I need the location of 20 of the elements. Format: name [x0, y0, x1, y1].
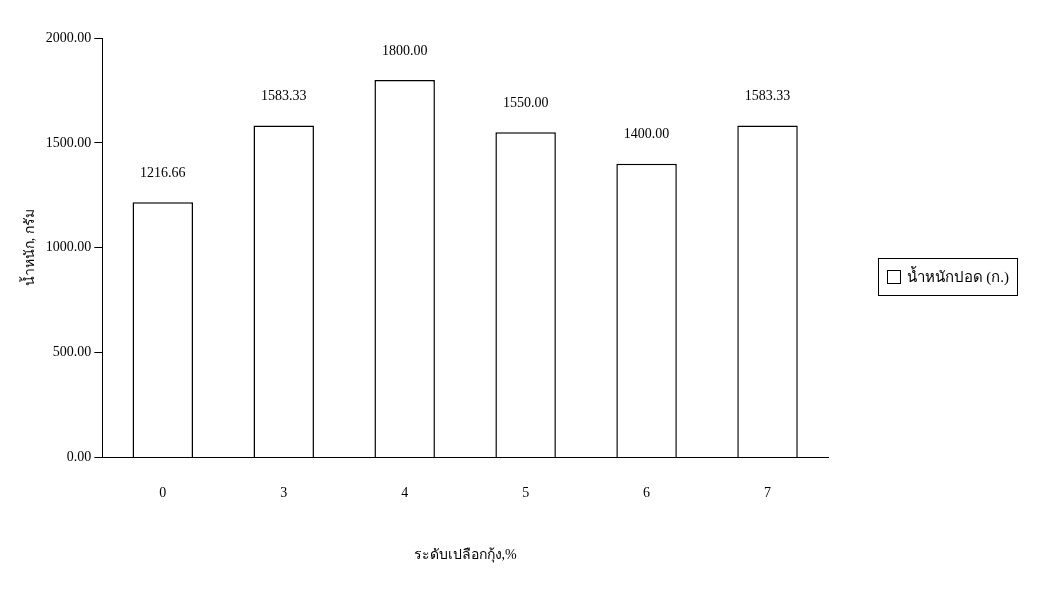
y-tick-label: 1500.00	[45, 134, 92, 150]
y-tick-label: 500.00	[52, 344, 92, 360]
data-label: 1216.66	[140, 164, 186, 180]
y-axis-title: น้ำหนัก, กรัม	[19, 209, 38, 287]
data-label: 1400.00	[623, 126, 670, 142]
y-tick-label: 1000.00	[45, 239, 92, 255]
x-axis-title: ระดับเปลือกกุ้ง,%	[413, 547, 518, 564]
x-tick-label: 0	[159, 485, 167, 501]
x-tick-label: 7	[764, 485, 772, 501]
y-tick-label: 0.00	[66, 449, 92, 465]
x-tick-label: 6	[643, 485, 651, 501]
x-tick-label: 4	[401, 485, 409, 501]
data-label: 1583.33	[744, 88, 791, 104]
data-label: 1583.33	[260, 88, 307, 104]
y-tick-label: 2000.00	[45, 29, 92, 45]
data-label: 1800.00	[381, 42, 428, 58]
x-tick-label: 5	[522, 485, 530, 501]
data-label: 1550.00	[502, 95, 549, 111]
x-tick-label: 3	[280, 485, 288, 501]
text: น้ำหนักปอด (ก.)	[906, 265, 1009, 287]
